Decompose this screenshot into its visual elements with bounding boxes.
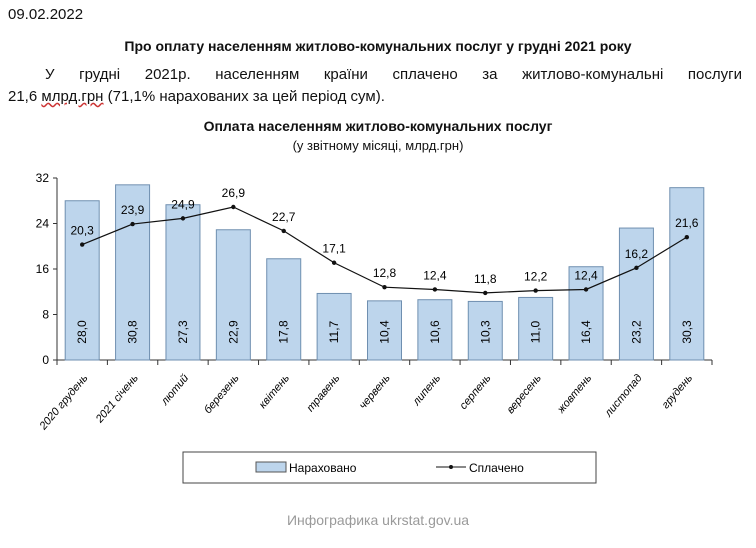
bar-label: 11,7 <box>327 320 341 343</box>
paid-label: 24,9 <box>171 197 195 211</box>
paid-label: 17,1 <box>322 242 346 256</box>
paid-point <box>583 287 589 292</box>
paid-label: 12,4 <box>423 268 447 282</box>
x-tick-label: жовтень <box>555 372 595 416</box>
bar <box>618 227 654 361</box>
x-tick-label: березень <box>202 372 242 416</box>
x-tick-label: 2021 січень <box>93 372 141 426</box>
x-tick-label: серпень <box>458 372 494 412</box>
bar-label: 22,9 <box>226 320 240 344</box>
paid-point <box>432 287 438 292</box>
bar <box>115 184 151 361</box>
paid-label: 20,3 <box>71 224 95 238</box>
bar-label: 10,4 <box>378 320 392 344</box>
y-tick-label: 24 <box>36 217 50 231</box>
legend-line-marker <box>449 465 453 469</box>
bar-label: 30,8 <box>126 320 140 344</box>
bar <box>568 266 604 361</box>
y-tick-label: 32 <box>36 171 50 185</box>
x-tick-label: лютий <box>158 372 191 408</box>
paid-point <box>130 221 135 227</box>
x-tick-label: липень <box>410 372 443 408</box>
paid-point <box>281 228 286 234</box>
unit: млрд.грн <box>41 88 104 105</box>
bar-label: 27,3 <box>176 320 190 344</box>
legend-bar-swatch <box>255 461 287 473</box>
y-tick-label: 8 <box>42 308 49 322</box>
paid-point <box>634 265 639 271</box>
paid-label: 12,2 <box>524 270 548 284</box>
bar-label: 17,8 <box>277 320 291 344</box>
bar-label: 23,2 <box>629 320 643 344</box>
x-tick-label: вересень <box>504 372 544 416</box>
x-tick-label: червень <box>357 372 393 412</box>
paid-label: 12,4 <box>574 268 598 282</box>
bar-label: 16,4 <box>579 320 593 344</box>
bar-label: 30,3 <box>680 320 694 344</box>
legend <box>182 451 597 484</box>
paid-point <box>483 290 488 296</box>
x-tick-label: травень <box>304 372 342 414</box>
bar-label: 28,0 <box>75 320 89 344</box>
paid-label: 12,8 <box>373 266 397 280</box>
paragraph-line-1: У грудні 2021р. населенням країни сплаче… <box>45 66 742 83</box>
bar <box>215 229 251 361</box>
y-tick-label: 16 <box>36 262 50 276</box>
bar <box>669 187 705 361</box>
x-tick-label: грудень <box>660 372 696 411</box>
bar <box>518 296 554 361</box>
bar-label: 10,6 <box>428 320 442 344</box>
paid-point <box>331 260 337 265</box>
bar <box>367 300 402 361</box>
x-tick-label: квітень <box>257 372 292 411</box>
paid-label: 11,8 <box>474 272 497 286</box>
bar <box>467 300 503 361</box>
bar <box>64 200 100 361</box>
paid-point <box>533 288 538 293</box>
heading: Про оплату населенням житлово-комунальни… <box>0 38 756 54</box>
paid-point <box>180 216 186 221</box>
legend-label-accrued: Нараховано <box>289 461 357 475</box>
bar-label: 11,0 <box>529 320 543 343</box>
paid-label: 16,2 <box>625 247 649 261</box>
x-tick-label: 2020 грудень <box>37 372 91 433</box>
paragraph-line-2: 21,6 млрд.грн (71,1% нарахованих за цей … <box>8 88 385 105</box>
bar <box>266 258 302 361</box>
amount: 21,6 <box>8 88 42 105</box>
chart-subtitle: (у звітному місяці, млрд.грн) <box>292 138 464 153</box>
x-tick-label: листопад <box>602 372 645 420</box>
chart-title: Оплата населенням житлово-комунальних по… <box>203 118 553 134</box>
watermark: Инфографика ukrstat.gov.ua <box>286 512 470 528</box>
bar <box>165 204 201 361</box>
share: (71,1% нарахованих за цей період сум). <box>103 88 385 105</box>
paid-point <box>231 204 236 210</box>
paid-point <box>684 234 690 240</box>
paid-label: 26,9 <box>222 186 246 200</box>
heading-text: Про оплату населенням житлово-комунальни… <box>124 38 632 54</box>
paid-point <box>79 242 85 247</box>
y-tick-label: 0 <box>42 353 49 367</box>
paid-label: 21,6 <box>675 216 699 230</box>
date: 09.02.2022 <box>8 6 84 23</box>
bar <box>417 299 453 361</box>
paid-label: 23,9 <box>121 203 145 217</box>
bar-label: 10,3 <box>478 320 492 344</box>
paid-label: 22,7 <box>272 210 296 224</box>
legend-label-paid: Сплачено <box>469 461 524 475</box>
bar <box>316 292 352 361</box>
paid-point <box>382 285 387 290</box>
